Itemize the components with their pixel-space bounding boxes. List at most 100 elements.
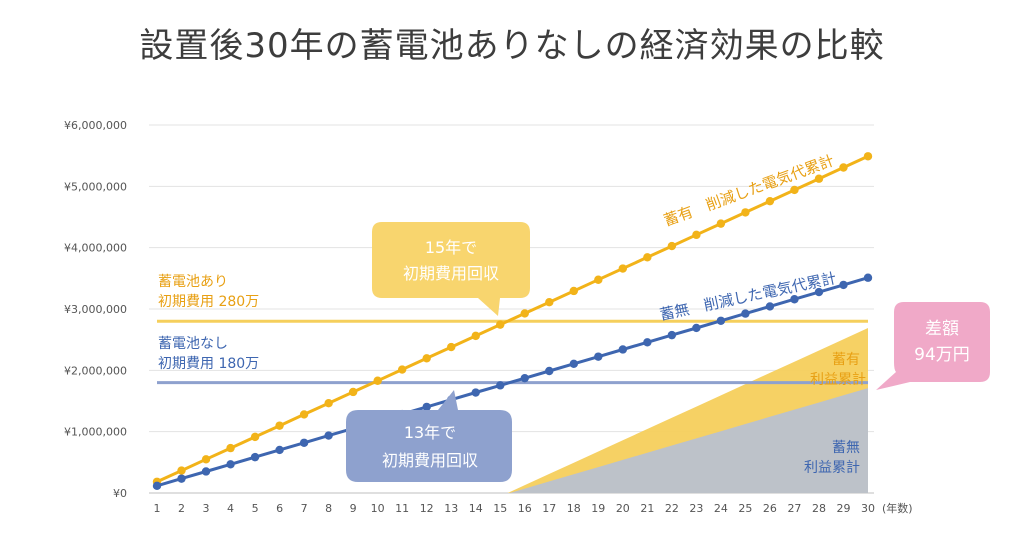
series-lines [152,152,873,491]
x-tick-label: 10 [371,502,385,515]
x-tick-label: 2 [178,502,185,515]
x-tick-label: 30 [861,502,875,515]
label-area-no-2: 利益累計 [804,460,860,476]
point-with-battery [471,331,480,341]
callout-difference [876,302,990,390]
x-tick-label: 13 [444,502,458,515]
point-without-battery [716,316,726,325]
point-without-battery [226,460,235,469]
x-tick-label: 15 [493,502,507,515]
ref-label-with-battery-2: 初期費用 280万 [158,293,259,310]
point-without-battery [790,295,799,304]
y-tick-label: ¥1,000,000 [64,426,127,439]
profit-areas [507,328,868,493]
callout-15-line1: 15年で [425,238,477,257]
x-tick-label: 27 [787,502,801,515]
point-with-battery [250,432,260,442]
label-area-yes-2: 利益累計 [810,372,866,388]
x-tick-label: 6 [276,502,283,515]
point-without-battery [201,467,211,476]
line-without-battery [156,276,869,488]
y-tick-label: ¥5,000,000 [64,180,127,193]
x-tick-label: 20 [616,502,630,515]
x-tick-label: 16 [518,502,532,515]
point-without-battery [177,474,186,483]
point-without-battery [520,373,529,383]
y-axis-ticks: ¥0 ¥1,000,000 ¥2,000,000 ¥3,000,000 ¥4,000,0… [64,119,127,500]
point-with-battery [397,365,407,374]
callout-13-years [346,390,512,482]
point-with-battery [177,466,186,475]
x-tick-label: 21 [640,502,654,515]
point-without-battery [324,431,333,440]
x-axis-unit: (年数) [882,501,913,515]
x-tick-label: 28 [812,502,826,515]
point-with-battery [765,196,775,206]
point-with-battery [496,320,505,329]
callout-13-line2: 初期費用回収 [382,451,478,470]
point-without-battery [643,338,652,347]
ref-label-with-battery-1: 蓄電池あり [158,274,228,290]
area-no-profit [509,388,868,493]
y-tick-label: ¥4,000,000 [64,242,127,255]
point-without-battery [839,280,848,290]
label-area-no-1: 蓄無 [832,440,860,456]
point-with-battery [741,208,750,217]
label-line-with-battery: 蓄有 削減した電気代累計 [661,151,836,229]
x-tick-label: 22 [665,502,679,515]
point-with-battery [790,185,799,195]
point-without-battery [618,345,628,354]
point-without-battery [152,481,162,491]
point-without-battery [814,287,824,297]
point-with-battery [373,376,382,385]
x-tick-label: 19 [591,502,605,515]
callout-15-line2: 初期費用回収 [403,264,499,283]
chart-title: 設置後30年の蓄電池ありなしの経済効果の比較 [139,26,885,66]
callout-13-line1: 13年で [404,423,456,442]
callout-15-years [372,222,530,316]
point-with-battery [643,253,652,262]
point-with-battery [201,455,211,464]
point-with-battery [569,286,578,296]
point-with-battery [594,275,603,284]
x-tick-label: 12 [420,502,434,515]
ref-label-without-battery-1: 蓄電池なし [158,336,228,352]
x-tick-label: 23 [689,502,703,515]
point-with-battery [716,219,726,228]
point-with-battery [863,152,873,161]
point-with-battery [348,387,358,397]
y-tick-label: ¥2,000,000 [64,364,127,377]
point-with-battery [447,342,456,352]
label-area-yes-1: 蓄有 [832,352,860,368]
point-with-battery [667,241,677,251]
point-without-battery [863,273,873,282]
point-without-battery [741,309,750,318]
point-without-battery [692,323,701,333]
point-without-battery [299,438,309,447]
y-tick-label: ¥0 [113,487,127,500]
point-without-battery [545,366,554,376]
x-tick-label: 24 [714,502,728,515]
y-tick-label: ¥3,000,000 [64,303,127,316]
point-with-battery [520,309,529,318]
x-axis-ticks: 1 2 3 4 5 6 7 8 9 10 11 12 13 14 15 16 17 18 19 20 21 22 23 24 2… [154,501,913,515]
x-tick-label: 8 [325,502,332,515]
x-tick-label: 11 [395,502,409,515]
x-tick-label: 18 [567,502,581,515]
point-without-battery [594,352,603,361]
point-with-battery [839,163,848,172]
x-tick-label: 5 [252,502,259,515]
point-without-battery [250,452,260,462]
x-tick-label: 1 [154,502,161,515]
point-with-battery [692,230,701,240]
line-with-battery [156,154,869,484]
point-with-battery [814,174,824,183]
callout-diff-line2: 94万円 [914,345,970,365]
point-without-battery [422,402,431,412]
point-with-battery [275,421,284,430]
reference-lines [157,319,868,385]
point-with-battery [226,443,235,453]
point-without-battery [275,445,284,455]
callout-diff-line1: 差額 [925,319,959,339]
